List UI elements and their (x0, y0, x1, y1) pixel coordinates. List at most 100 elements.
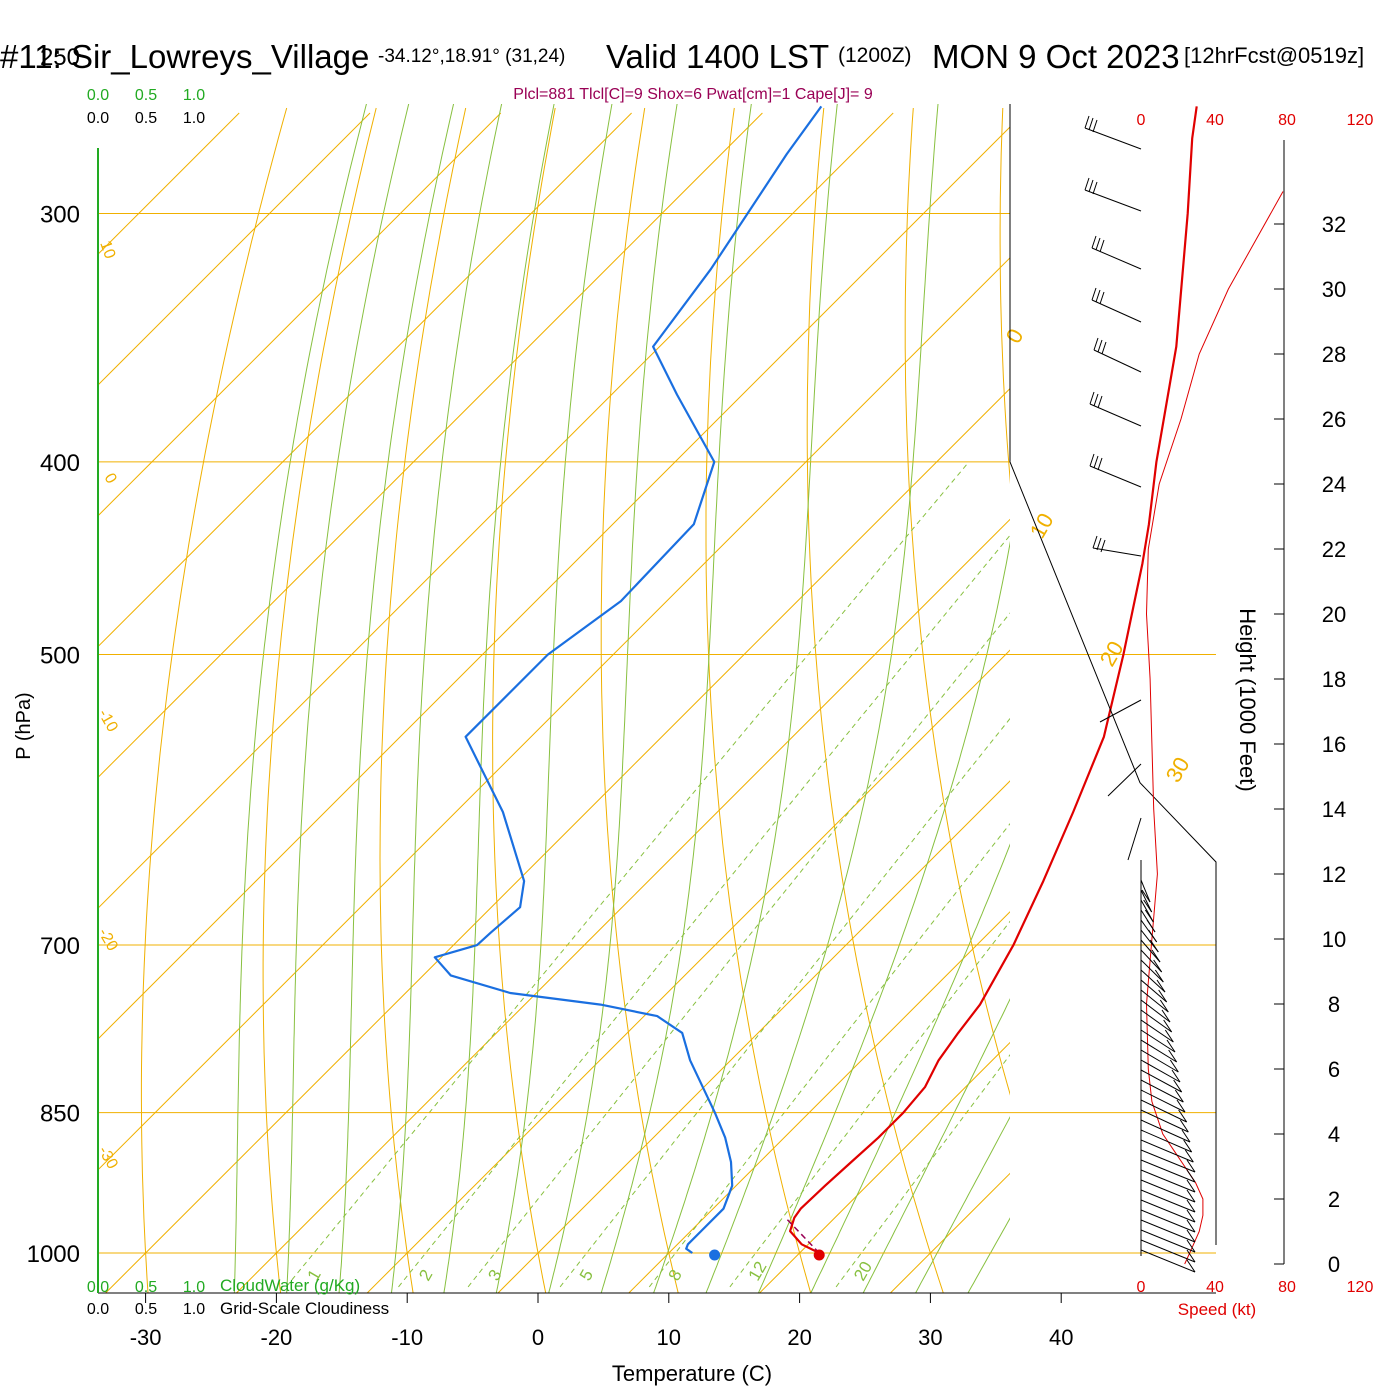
pressure-label: 250 (40, 44, 80, 71)
wind-barb (1140, 1189, 1196, 1213)
wind-barb (1140, 1169, 1196, 1193)
height-tick-label: 20 (1322, 602, 1346, 627)
y-axis-title: P (hPa) (13, 692, 35, 759)
x-tick-label: 20 (787, 1325, 811, 1350)
wind-barb (1140, 1109, 1189, 1133)
cloudiness-tick-bottom: 0.5 (135, 1301, 157, 1318)
isotherm-line (98, 112, 502, 517)
moist-adiabat (600, 104, 752, 1293)
cloud-water-tick-top: 1.0 (183, 87, 205, 104)
dry-adiabat (379, 107, 467, 1293)
wind-speed-tick-top: 40 (1206, 112, 1224, 129)
valid-date: MON 9 Oct 2023 (932, 38, 1180, 75)
cloudiness-label: Grid-Scale Cloudiness (220, 1299, 389, 1318)
wind-barb (1140, 1239, 1196, 1263)
dry-adiabat (999, 107, 1010, 485)
height-axis-title: Height (1000 Feet) (1235, 608, 1260, 791)
moist-adiabat (915, 1116, 1010, 1293)
isotherm-line (366, 649, 1010, 1293)
cloudiness-tick-top: 0.5 (135, 110, 157, 127)
wind-barb (1140, 1039, 1177, 1063)
height-tick-label: 32 (1322, 212, 1346, 237)
valid-time: Valid 1400 LST (606, 38, 830, 75)
wind-barb (1140, 1159, 1196, 1183)
x-tick-label: 10 (657, 1325, 681, 1350)
wind-barb (1140, 979, 1167, 1003)
wind-barb (1140, 1009, 1172, 1033)
dry-adiabat (904, 107, 1010, 1096)
height-tick-label: 24 (1322, 472, 1346, 497)
cloudiness-tick-bottom: 0.0 (87, 1301, 109, 1318)
dry-adiabat (492, 107, 556, 1293)
height-tick-label: 10 (1322, 927, 1346, 952)
mixing-ratio-label: 8 (665, 1266, 686, 1284)
wind-barb (1140, 949, 1163, 973)
x-tick-label: -20 (261, 1325, 293, 1350)
dry-adiabat (600, 107, 679, 1293)
isotherm-line (759, 1041, 1010, 1293)
wind-barb (1091, 299, 1142, 323)
zulu-time: (1200Z) (838, 44, 912, 67)
mixing-ratio-label: 20 (850, 1258, 876, 1284)
wind-barb (1107, 763, 1142, 797)
moist-adiabat (286, 104, 410, 1293)
moist-adiabat (862, 998, 1010, 1293)
wind-speed-tick-top: 120 (1347, 112, 1374, 129)
wind-barb (1140, 1089, 1186, 1113)
cloud-water-tick-top: 0.5 (135, 87, 157, 104)
isotherm-line (497, 780, 1010, 1293)
wind-barb (1089, 403, 1142, 427)
mixing-ratio-line (559, 717, 1010, 1288)
wind-speed-axis-label: Speed (kt) (1178, 1300, 1256, 1319)
wind-barb (1140, 1129, 1192, 1153)
cloudiness-tick-top: 1.0 (183, 110, 205, 127)
cloudiness-tick-top: 0.0 (87, 110, 109, 127)
isotherm-label: 10 (96, 239, 118, 262)
wind-barb (1099, 699, 1142, 723)
wind-barb (1140, 1229, 1196, 1253)
wind-barb (1140, 1219, 1196, 1243)
parcel-trace (786, 1219, 820, 1254)
wind-barb (1140, 1019, 1174, 1043)
height-tick-label: 28 (1322, 342, 1346, 367)
wind-barb (1127, 817, 1142, 861)
isotherm-line (98, 126, 1010, 1040)
wind-barb (1084, 127, 1142, 150)
isotherm-label: 0 (1001, 324, 1029, 347)
wind-barb (1140, 1059, 1181, 1083)
height-tick-label: 4 (1328, 1122, 1340, 1147)
dry-adiabat (262, 107, 377, 1293)
cloud-water-tick-bottom: 0.5 (135, 1279, 157, 1296)
pressure-label: 300 (40, 202, 80, 229)
mixing-ratio-label: 3 (484, 1266, 505, 1284)
stability-indices: Plcl=881 Tlcl[C]=9 Shox=6 Pwat[cm]=1 Cap… (513, 86, 873, 103)
moist-adiabat (390, 104, 503, 1293)
mixing-ratio-label: 2 (415, 1266, 436, 1284)
pressure-label: 850 (40, 1101, 80, 1128)
wind-speed-tick-bottom: 40 (1206, 1279, 1224, 1296)
cloud-water-tick-top: 0.0 (87, 87, 109, 104)
height-tick-label: 14 (1322, 797, 1346, 822)
wind-barb (1084, 189, 1142, 212)
height-tick-label: 22 (1322, 537, 1346, 562)
wind-barb (1140, 1209, 1196, 1233)
wind-barb (1089, 465, 1142, 488)
surface-dewpoint-marker (709, 1249, 721, 1261)
x-tick-label: -10 (391, 1325, 423, 1350)
moist-adiabat (495, 104, 613, 1293)
x-tick-label: 40 (1049, 1325, 1073, 1350)
mixing-ratio-label: 5 (576, 1266, 597, 1284)
station-coords: -34.12°,18.91° (31,24) (378, 46, 566, 67)
wind-barb (1140, 989, 1169, 1013)
isotherm-line (105, 387, 1010, 1293)
surface-temperature-marker (813, 1249, 825, 1261)
mixing-ratio-line (835, 1054, 1010, 1288)
pressure-label: 700 (40, 933, 80, 960)
isotherm-label: 0 (101, 471, 120, 487)
wind-barb (1140, 1199, 1196, 1223)
isotherm-line (628, 911, 1010, 1293)
isotherm-line (1152, 113, 1400, 1293)
wind-barb (1140, 939, 1161, 963)
wind-barb (1140, 1249, 1196, 1273)
